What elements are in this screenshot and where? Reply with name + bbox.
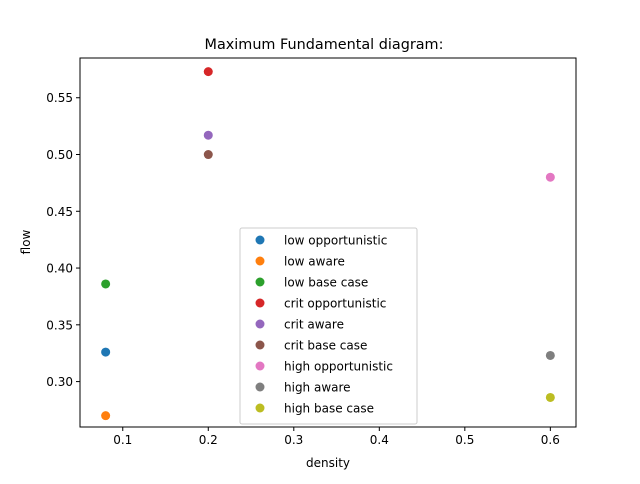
- legend-label: low opportunistic: [284, 234, 387, 248]
- legend-marker: [255, 277, 265, 287]
- x-tick-label: 0.6: [541, 433, 560, 447]
- legend-label: high aware: [284, 381, 351, 395]
- legend-marker: [255, 235, 265, 245]
- y-tick-label: 0.35: [46, 318, 73, 332]
- data-point: [203, 130, 213, 140]
- legend-marker: [255, 319, 265, 329]
- data-point: [545, 392, 555, 402]
- y-axis-label: flow: [19, 229, 33, 254]
- data-point: [203, 150, 213, 160]
- legend-label: low aware: [284, 255, 345, 269]
- data-point: [545, 172, 555, 182]
- y-tick-label: 0.50: [46, 148, 73, 162]
- data-point: [203, 67, 213, 77]
- legend-label: low base case: [284, 276, 368, 290]
- y-tick-label: 0.55: [46, 91, 73, 105]
- x-tick-label: 0.4: [370, 433, 389, 447]
- legend-marker: [255, 403, 265, 413]
- x-tick-label: 0.3: [284, 433, 303, 447]
- legend: low opportunistic low aware low base case c…: [239, 227, 418, 425]
- chart-title: Maximum Fundamental diagram:: [205, 37, 444, 53]
- legend-marker: [255, 382, 265, 392]
- y-tick-label: 0.45: [46, 205, 73, 219]
- legend-label: crit opportunistic: [284, 297, 386, 311]
- legend-box: [239, 227, 418, 425]
- y-tick-label: 0.30: [46, 375, 73, 389]
- x-axis-ticks: 0.1 0.2 0.3 0.4 0.5 0.6: [113, 427, 560, 447]
- x-tick-label: 0.5: [455, 433, 474, 447]
- x-tick-label: 0.2: [199, 433, 218, 447]
- legend-label: crit aware: [284, 318, 344, 332]
- legend-marker: [255, 340, 265, 350]
- x-tick-label: 0.1: [113, 433, 132, 447]
- y-axis-ticks: 0.30 0.35 0.40 0.45 0.50 0.55: [46, 91, 80, 389]
- x-axis-label: density: [306, 456, 350, 470]
- legend-label: crit base case: [284, 339, 367, 353]
- data-point: [101, 347, 111, 357]
- y-tick-label: 0.40: [46, 262, 73, 276]
- legend-marker: [255, 298, 265, 308]
- legend-marker: [255, 361, 265, 371]
- data-points: [101, 67, 555, 421]
- data-point: [101, 411, 111, 421]
- data-point: [545, 350, 555, 360]
- data-point: [101, 279, 111, 289]
- legend-marker: [255, 256, 265, 266]
- plot-frame: [79, 57, 577, 428]
- legend-label: high base case: [284, 402, 374, 416]
- legend-label: high opportunistic: [284, 360, 393, 374]
